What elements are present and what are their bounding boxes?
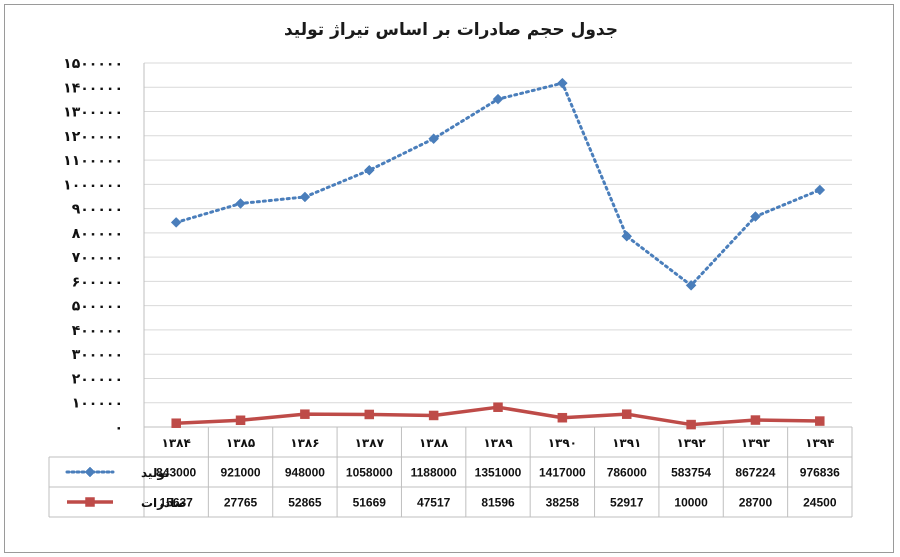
y-tick-label: ۱۱۰۰۰۰۰ — [63, 153, 123, 169]
series-lines — [170, 77, 826, 430]
legend-key-marker — [84, 466, 96, 478]
data-point — [493, 402, 503, 412]
data-point — [621, 230, 633, 242]
y-tick-label: ۱۰۰۰۰۰۰ — [63, 177, 123, 193]
data-point — [363, 164, 375, 176]
data-point — [300, 409, 310, 419]
data-point — [170, 217, 182, 228]
y-axis-ticks: ۰ ۱۰۰۰۰۰ ۲۰۰۰۰۰ ۳۰۰۰۰۰ ۴۰۰۰۰۰ ۵۰۰۰۰۰ ۶۰۰۰۰۰ ۷۰۰… — [63, 56, 123, 436]
gridlines — [143, 62, 852, 427]
table-cell-value: 843000 — [156, 466, 196, 480]
y-tick-label: ۱۳۰۰۰۰۰ — [63, 105, 123, 121]
data-point — [428, 133, 439, 145]
y-tick-label: ۱۵۰۰۰۰۰ — [63, 56, 123, 72]
table-cell-value: 52917 — [610, 496, 644, 510]
data-table: ۱۳۸۴ ۱۳۸۵ ۱۳۸۶ ۱۳۸۷ ۱۳۸۸ ۱۳۸۹ ۱۳۹۰ ۱۳۹۱ ۱۳۹۲ ۱۳۹۳… — [48, 426, 853, 518]
y-tick-label: ۸۰۰۰۰۰ — [72, 226, 123, 242]
x-category-label: ۱۳۹۱ — [612, 436, 641, 450]
table-cell-value: 81596 — [481, 496, 515, 510]
x-category-label: ۱۳۹۰ — [548, 436, 577, 450]
chart-title: جدول حجم صادرات بر اساس تیراژ تولید — [284, 20, 618, 40]
y-tick-label: ۳۰۰۰۰۰ — [72, 347, 123, 363]
data-point — [814, 184, 826, 196]
table-cell-value: 867224 — [735, 466, 775, 480]
table-cell-value: 27765 — [224, 496, 258, 510]
x-category-label: ۱۳۸۸ — [419, 436, 449, 450]
table-cell-value: 1417000 — [539, 466, 586, 480]
table-cell-value: 921000 — [221, 466, 261, 480]
x-category-label: ۱۳۸۶ — [290, 436, 319, 450]
data-point — [750, 211, 761, 222]
data-point — [235, 415, 246, 426]
table-cell-value: 786000 — [607, 466, 647, 480]
data-point — [428, 410, 439, 421]
table-cell-value: 583754 — [671, 466, 711, 480]
y-tick-label: ۰ — [114, 420, 123, 436]
legend-key-marker — [85, 497, 95, 507]
x-category-label: ۱۳۹۲ — [676, 436, 706, 450]
data-point — [686, 419, 696, 430]
y-tick-label: ۹۰۰۰۰۰ — [72, 202, 123, 218]
x-category-label: ۱۳۸۵ — [226, 436, 255, 450]
table-cell-value: 28700 — [739, 496, 773, 510]
data-point — [557, 77, 568, 89]
y-tick-label: ۱۰۰۰۰۰ — [72, 396, 123, 412]
table-cell-value: 1058000 — [346, 466, 393, 480]
table-cell-value: 976836 — [800, 466, 840, 480]
data-point — [299, 191, 311, 203]
table-cell-value: 24500 — [803, 496, 837, 510]
x-category-label: ۱۳۸۷ — [355, 436, 385, 450]
table-cell-value: 38258 — [546, 496, 580, 510]
data-point — [750, 415, 761, 425]
x-category-label: ۱۳۸۴ — [162, 436, 191, 450]
x-category-label: ۱۳۸۹ — [483, 436, 513, 450]
y-tick-label: ۱۲۰۰۰۰۰ — [63, 129, 123, 145]
legend-label: صادرات — [141, 496, 186, 510]
table-cell-value: 47517 — [417, 496, 451, 510]
table-cell-value: 1188000 — [411, 466, 457, 480]
data-point — [364, 409, 375, 420]
y-tick-label: ۶۰۰۰۰۰ — [72, 274, 123, 290]
chart-frame: جدول حجم صادرات بر اساس تیراژ تولید ۰ ۱۰۰… — [4, 4, 894, 553]
table-cell-value: 51669 — [353, 496, 387, 510]
y-tick-label: ۵۰۰۰۰۰ — [72, 299, 123, 315]
x-category-label: ۱۳۹۴ — [805, 436, 834, 450]
y-tick-label: ۲۰۰۰۰۰ — [72, 371, 123, 387]
table-cell-value: 52865 — [288, 496, 322, 510]
table-cell-value: 948000 — [285, 466, 325, 480]
legend-label: تولید — [141, 466, 169, 481]
data-point — [492, 93, 504, 105]
table-cell-value: 10000 — [674, 496, 708, 510]
data-point — [557, 412, 568, 423]
y-tick-label: ۴۰۰۰۰۰ — [72, 323, 123, 339]
data-point — [815, 416, 825, 426]
x-category-label: ۱۳۹۳ — [741, 436, 771, 450]
data-point — [171, 418, 181, 428]
data-point — [621, 409, 632, 419]
data-point — [685, 279, 697, 291]
y-tick-label: ۷۰۰۰۰۰ — [72, 250, 123, 266]
chart: جدول حجم صادرات بر اساس تیراژ تولید ۰ ۱۰۰… — [48, 20, 853, 518]
y-tick-label: ۱۴۰۰۰۰۰ — [63, 80, 123, 96]
table-cell-value: 15637 — [159, 496, 193, 510]
data-point — [235, 198, 246, 209]
table-cell-value: 1351000 — [475, 466, 522, 480]
